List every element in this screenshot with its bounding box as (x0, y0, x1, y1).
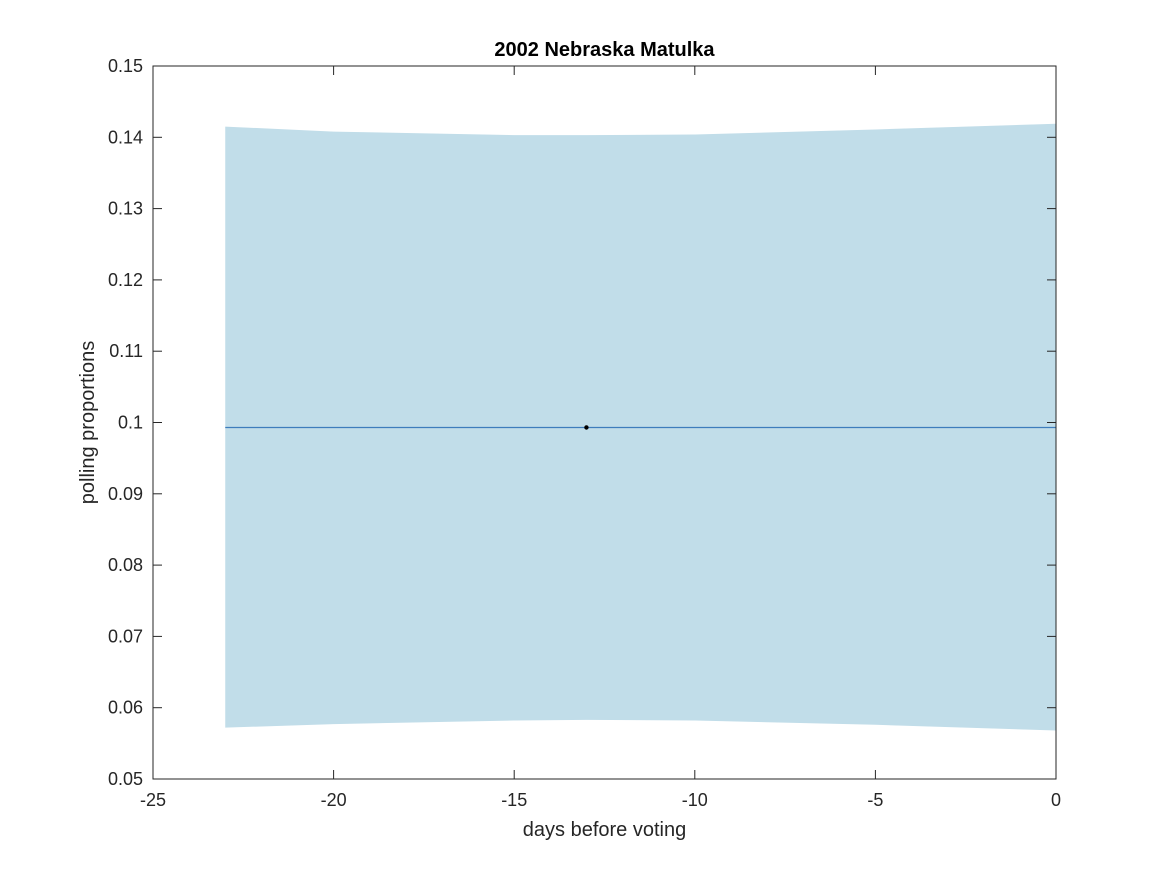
x-tick-label: -20 (321, 790, 347, 810)
x-axis-label: days before voting (523, 819, 686, 841)
x-tick-label: 0 (1051, 790, 1061, 810)
axes: -25 -20 -15 -10 -5 0 0.05 0.06 0.07 0.08 0.09 0.1 0.… (108, 56, 1061, 810)
y-tick-label: 0.14 (108, 127, 143, 147)
x-tick-label: -5 (867, 790, 883, 810)
chart-title: 2002 Nebraska Matulka (494, 39, 715, 61)
y-tick-label: 0.12 (108, 270, 143, 290)
y-tick-label: 0.13 (108, 199, 143, 219)
y-tick-label: 0.07 (108, 626, 143, 646)
poll-point (584, 425, 589, 430)
x-tick-label: -25 (140, 790, 166, 810)
y-tick-label: 0.1 (118, 413, 143, 433)
y-tick-label: 0.06 (108, 698, 143, 718)
text-layer: 2002 Nebraska Matulka days before voting… (77, 39, 715, 841)
y-tick-label: 0.05 (108, 769, 143, 789)
y-tick-label: 0.08 (108, 555, 143, 575)
x-tick-label: -15 (501, 790, 527, 810)
x-tick-label: -10 (682, 790, 708, 810)
plot-area (225, 123, 1057, 731)
y-tick-label: 0.15 (108, 56, 143, 76)
y-tick-label: 0.09 (108, 484, 143, 504)
y-axis-label: polling proportions (77, 341, 99, 504)
y-tick-label: 0.11 (109, 341, 143, 361)
